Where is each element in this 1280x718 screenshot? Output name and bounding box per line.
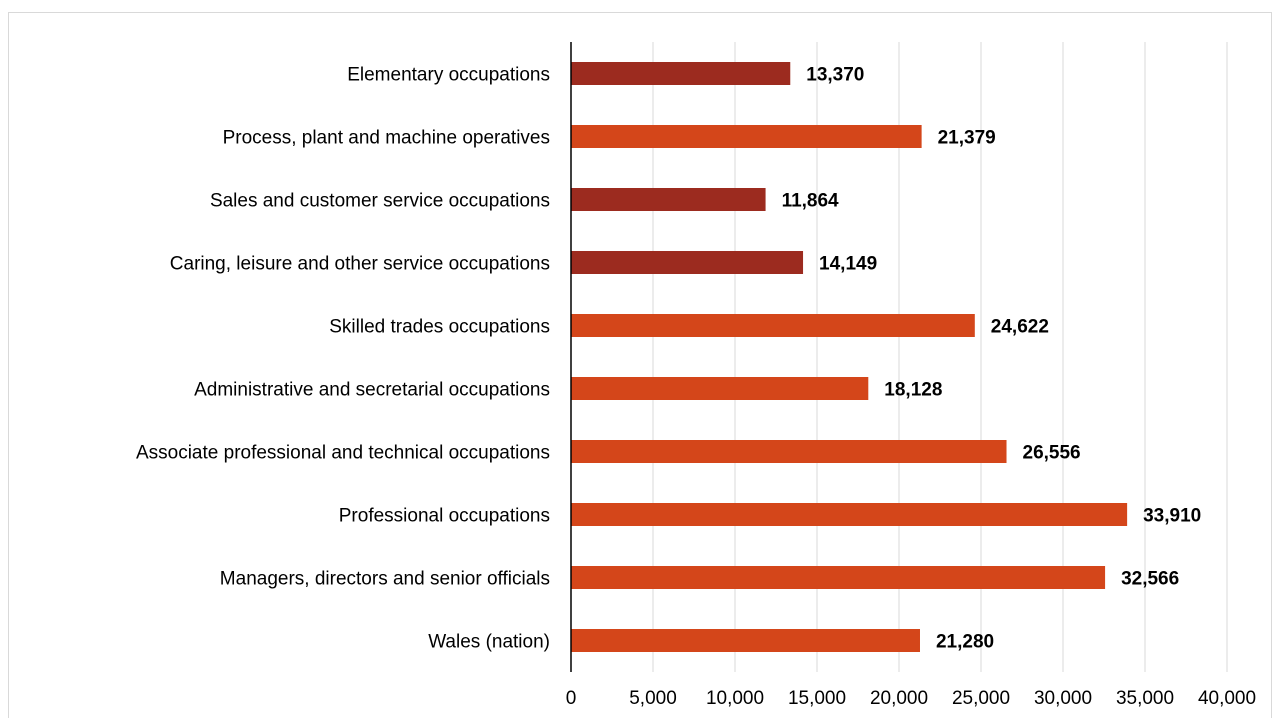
data-label: 11,864 <box>782 191 839 212</box>
data-label: 24,622 <box>991 317 1049 338</box>
data-label: 18,128 <box>884 380 942 401</box>
x-tick-label: 10,000 <box>706 688 764 709</box>
category-label: Administrative and secretarial occupatio… <box>194 380 550 401</box>
category-label: Elementary occupations <box>347 65 550 86</box>
category-label: Skilled trades occupations <box>329 317 550 338</box>
data-label: 26,556 <box>1023 443 1081 464</box>
data-label: 21,379 <box>938 128 996 149</box>
data-label: 21,280 <box>936 632 994 653</box>
x-tick-label: 0 <box>566 688 577 709</box>
data-label: 14,149 <box>819 254 877 275</box>
category-label: Wales (nation) <box>428 632 550 653</box>
bar <box>571 62 791 85</box>
data-label: 33,910 <box>1143 506 1201 527</box>
category-label: Associate professional and technical occ… <box>136 443 550 464</box>
bar <box>571 314 975 337</box>
x-tick-label: 15,000 <box>788 688 846 709</box>
bars <box>571 62 1128 652</box>
x-tick-label: 30,000 <box>1034 688 1092 709</box>
bar <box>571 377 869 400</box>
x-tick-label: 25,000 <box>952 688 1010 709</box>
data-label: 32,566 <box>1121 569 1179 590</box>
bar <box>571 125 922 148</box>
category-label: Sales and customer service occupations <box>210 191 550 212</box>
x-tick-label: 5,000 <box>629 688 677 709</box>
category-label: Managers, directors and senior officials <box>220 569 550 590</box>
x-tick-label: 20,000 <box>870 688 928 709</box>
bar <box>571 251 804 274</box>
bar <box>571 188 766 211</box>
x-tick-label: 35,000 <box>1116 688 1174 709</box>
bar <box>571 629 920 652</box>
category-label: Professional occupations <box>339 506 550 527</box>
bar <box>571 566 1106 589</box>
labels: 0 5,000 10,000 15,000 20,000 25,000 30,000 35,0… <box>136 65 1256 710</box>
bar <box>571 440 1007 463</box>
category-label: Caring, leisure and other service occupa… <box>170 254 550 275</box>
category-label: Process, plant and machine operatives <box>223 128 550 149</box>
bar <box>571 503 1128 526</box>
data-label: 13,370 <box>806 65 864 86</box>
x-tick-label: 40,000 <box>1198 688 1256 709</box>
